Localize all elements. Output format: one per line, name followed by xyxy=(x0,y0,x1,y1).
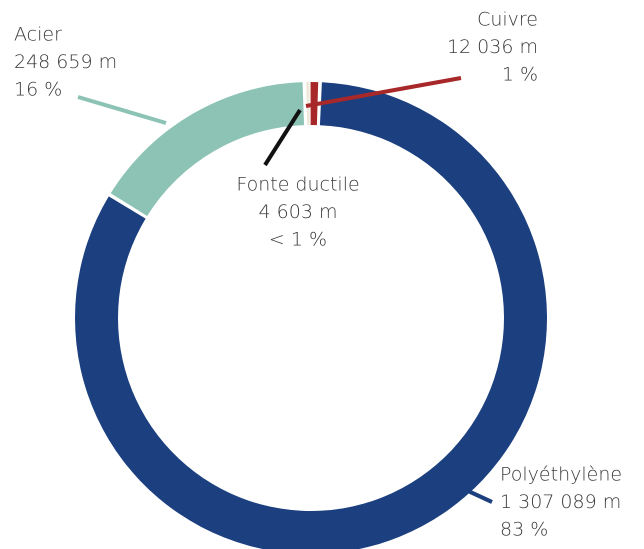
donut-segment xyxy=(306,82,310,126)
leader-line xyxy=(305,76,462,108)
leader-line xyxy=(77,95,167,125)
category-label: Polyéthylène xyxy=(500,464,622,486)
percent-label: < 1 % xyxy=(269,229,327,251)
leader-line xyxy=(465,488,493,504)
category-label: Fonte ductile xyxy=(236,174,359,196)
category-label: Cuivre xyxy=(477,9,538,31)
leader-line xyxy=(263,108,302,167)
value-label: 1 307 089 m xyxy=(500,491,621,513)
value-label: 248 659 m xyxy=(14,51,117,73)
donut-segment xyxy=(110,82,305,216)
category-label: Acier xyxy=(14,24,62,46)
percent-label: 83 % xyxy=(500,519,548,541)
value-label: 12 036 m xyxy=(447,36,538,58)
percent-label: 16 % xyxy=(14,79,62,101)
percent-label: 1 % xyxy=(502,64,538,86)
value-label: 4 603 m xyxy=(259,201,338,223)
